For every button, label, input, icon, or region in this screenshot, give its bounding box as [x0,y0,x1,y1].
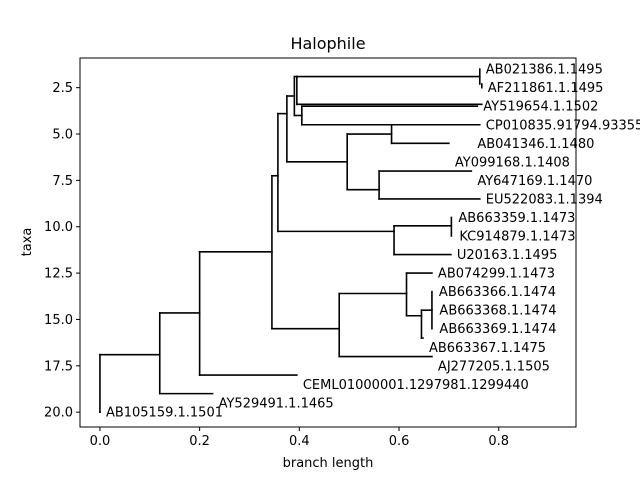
y-tick-label-4: 12.5 [44,267,73,282]
y-tick-label-3: 10.0 [44,220,73,235]
leaf-label-13: AB663368.1.1474 [439,304,556,319]
leaf-label-9: KC914879.1.1473 [459,230,575,245]
y-tick-label-5: 15.0 [44,313,73,328]
leaf-label-18: AY529491.1.1465 [219,396,334,411]
leaf-label-10: U20163.1.1495 [457,248,558,263]
x-tick-label-1: 0.2 [189,434,210,449]
leaf-label-1: AF211861.1.1495 [488,81,604,96]
leaf-label-3: CP010835.91794.93355 [486,118,640,133]
leaf-label-15: AB663367.1.1475 [429,341,546,356]
x-tick-label-3: 0.6 [389,434,410,449]
tree-branches [99,68,483,413]
leaf-label-0: AB021386.1.1495 [486,63,603,78]
leaf-label-2: AY519654.1.1502 [483,100,598,115]
leaf-label-8: AB663359.1.1473 [458,211,575,226]
leaf-label-4: AB041346.1.1480 [477,137,594,152]
leaf-label-5: AY099168.1.1408 [455,155,570,170]
leaf-label-7: EU522083.1.1394 [486,192,603,207]
leaf-label-14: AB663369.1.1474 [439,322,556,337]
x-axis-ticks: 0.0 0.2 0.4 0.6 0.8 [90,427,509,449]
x-axis-label: branch length [283,456,374,471]
y-tick-label-2: 7.5 [52,174,73,189]
x-tick-label-0: 0.0 [90,434,111,449]
y-axis-ticks: 2.5 5.0 7.5 10.0 12.5 15.0 17.5 20.0 [44,81,80,421]
y-tick-label-0: 2.5 [52,81,73,96]
x-tick-label-4: 0.8 [488,434,509,449]
leaf-labels: AB021386.1.1495 AF211861.1.1495 AY519654.1… [106,63,640,421]
y-tick-label-7: 20.0 [44,406,73,421]
plot-area-frame [79,57,577,428]
leaf-label-6: AY647169.1.1470 [477,174,592,189]
x-tick-label-2: 0.4 [289,434,310,449]
leaf-label-17: CEML01000001.1297981.1299440 [303,378,529,393]
leaf-label-16: AJ277205.1.1505 [438,359,550,374]
y-axis-label: taxa [20,228,35,257]
y-tick-label-6: 17.5 [44,359,73,374]
chart-title: Halophile [290,34,365,53]
y-tick-label-1: 5.0 [52,128,73,143]
leaf-label-11: AB074299.1.1473 [438,267,555,282]
leaf-label-12: AB663366.1.1474 [439,285,556,300]
leaf-label-19: AB105159.1.1501 [106,406,223,421]
